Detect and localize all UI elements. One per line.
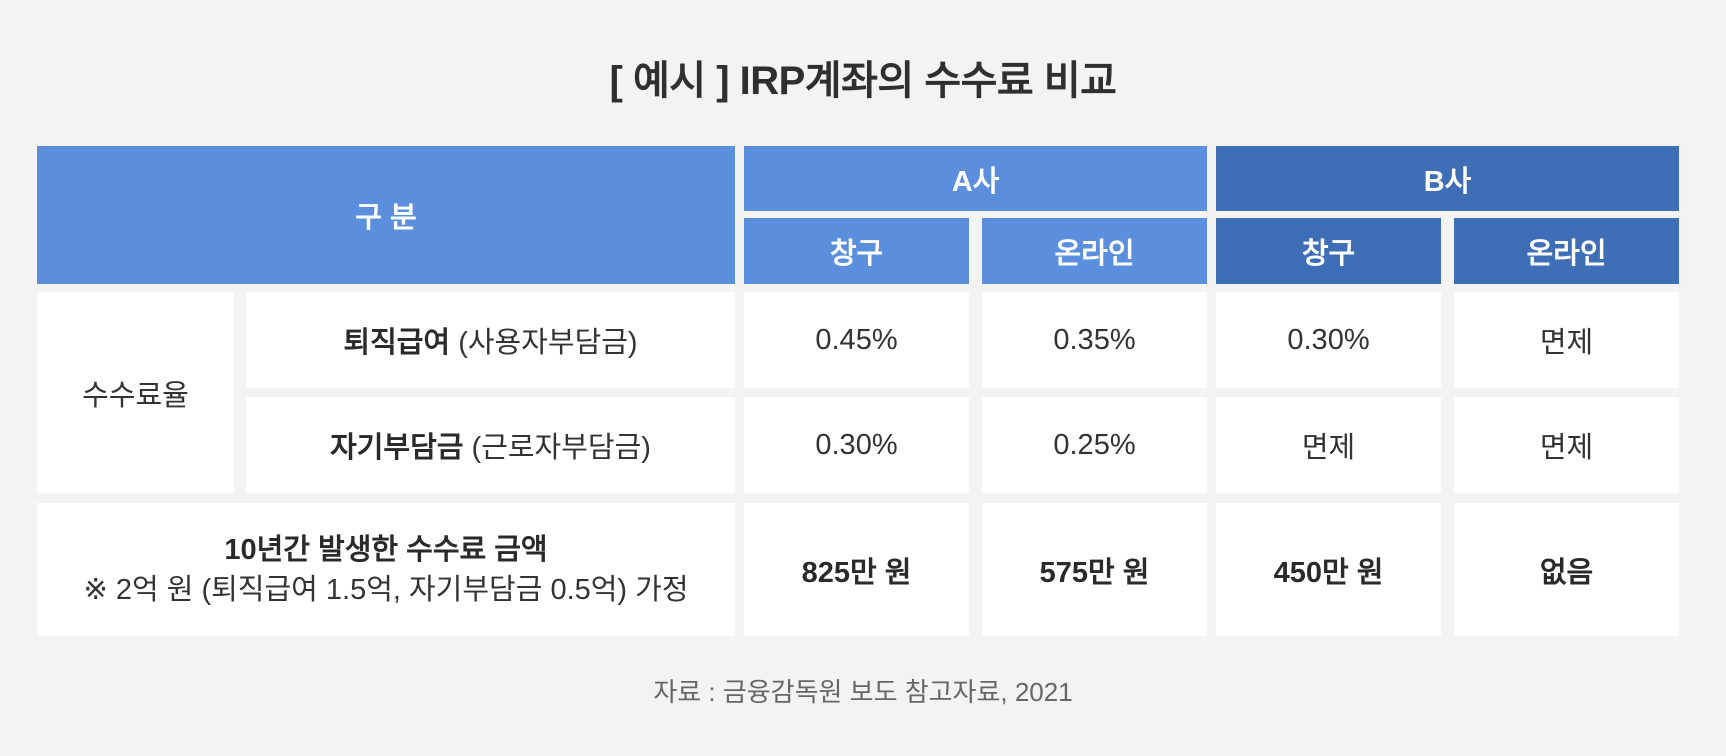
total-label-note: ※ 2억 원 (퇴직급여 1.5억, 자기부담금 0.5억) 가정 (83, 573, 689, 606)
self-a-branch: 0.30% (744, 397, 969, 493)
total-a-online: 575만 원 (982, 503, 1207, 636)
page-title: [ 예시 ] IRP계좌의 수수료 비교 (609, 59, 1117, 103)
total-label-title: 10년간 발생한 수수료 금액 (224, 533, 548, 566)
fee-rate-label: 수수료율 (37, 292, 234, 493)
header-category: 구 분 (37, 146, 735, 284)
total-b-online: 없음 (1454, 503, 1679, 636)
retirement-b-online: 면제 (1454, 292, 1679, 388)
header-a-branch: 창구 (744, 218, 969, 284)
header-b-branch: 창구 (1216, 218, 1441, 284)
retirement-label: 퇴직급여 (사용자부담금) (246, 292, 735, 388)
header-a-online: 온라인 (982, 218, 1207, 284)
total-b-branch: 450만 원 (1216, 503, 1441, 636)
self-label-sub: (근로자부담금) (471, 432, 651, 464)
source-caption: 자료 : 금융감독원 보도 참고자료, 2021 (653, 677, 1073, 707)
self-label: 자기부담금 (근로자부담금) (246, 397, 735, 493)
retirement-b-branch: 0.30% (1216, 292, 1441, 388)
retirement-a-branch: 0.45% (744, 292, 969, 388)
self-b-online: 면제 (1454, 397, 1679, 493)
total-label: 10년간 발생한 수수료 금액 ※ 2억 원 (퇴직급여 1.5억, 자기부담금… (37, 503, 735, 636)
header-company-b: B사 (1216, 146, 1679, 211)
retirement-a-online: 0.35% (982, 292, 1207, 388)
self-label-bold: 자기부담금 (330, 432, 464, 464)
self-a-online: 0.25% (982, 397, 1207, 493)
self-b-branch: 면제 (1216, 397, 1441, 493)
header-b-online: 온라인 (1454, 218, 1679, 284)
header-company-a: A사 (744, 146, 1207, 211)
total-a-branch: 825만 원 (744, 503, 969, 636)
retirement-label-bold: 퇴직급여 (343, 327, 451, 359)
retirement-label-sub: (사용자부담금) (458, 327, 638, 359)
